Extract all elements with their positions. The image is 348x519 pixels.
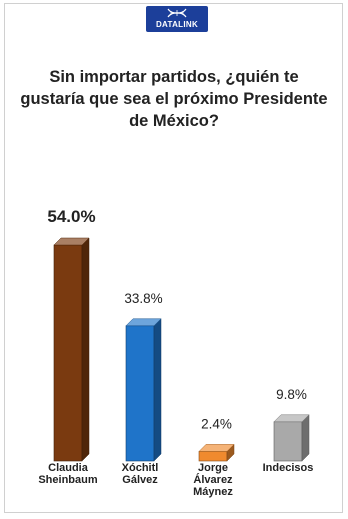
bar-side-2	[153, 318, 162, 462]
bar-top-1	[53, 237, 90, 246]
category-label-2: Xóchitl Gálvez	[122, 462, 159, 486]
category-label-1: Claudia Sheinbaum	[38, 462, 98, 486]
bar-front-4	[273, 421, 303, 462]
value-label-3: 2.4%	[201, 416, 232, 431]
value-label-2: 33.8%	[124, 291, 162, 306]
value-label-4: 9.8%	[276, 387, 307, 402]
value-label-1: 54.0%	[47, 207, 95, 226]
bar-front-2	[125, 325, 155, 462]
logo-mark-icon	[167, 8, 187, 18]
bar-4	[273, 414, 310, 462]
bar-3	[198, 443, 235, 462]
bar-front-3	[198, 451, 228, 462]
bar-top-4	[273, 414, 310, 423]
logo-text: DATALINK	[155, 20, 199, 29]
bar-top-2	[125, 318, 162, 327]
bar-front-1	[53, 244, 83, 462]
chart-title: Sin importar partidos, ¿quién te gustarí…	[20, 68, 328, 130]
datalink-logo: DATALINK	[146, 6, 208, 32]
bar-2	[125, 318, 162, 462]
bar-1	[53, 237, 90, 462]
bar-top-3	[198, 444, 235, 452]
bar-side-4	[301, 414, 310, 462]
category-label-3: Jorge Álvarez Máynez	[193, 462, 233, 498]
bar-side-1	[81, 237, 90, 462]
category-label-4: Indecisos	[263, 462, 314, 474]
